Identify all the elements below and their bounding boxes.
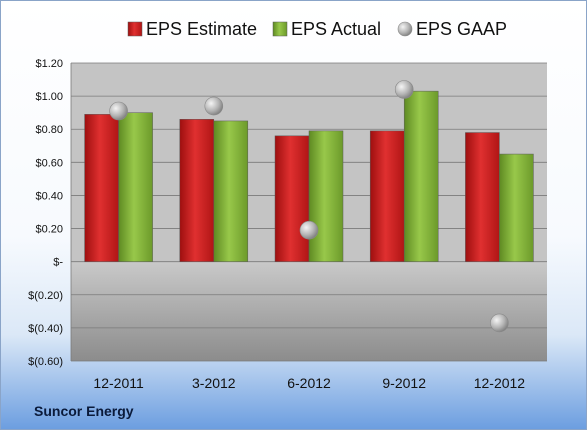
x-tick-label: 6-2012 xyxy=(287,375,331,391)
legend-label: EPS Actual xyxy=(291,19,381,39)
y-tick-label: $(0.40) xyxy=(28,323,63,335)
marker-eps-gaap xyxy=(109,101,128,121)
bar-eps-estimate xyxy=(179,119,215,262)
y-tick-label: $0.60 xyxy=(35,157,63,169)
plot-area-negative xyxy=(71,261,547,361)
marker-eps-gaap xyxy=(299,220,319,240)
bar-eps-estimate xyxy=(84,114,119,262)
y-tick-label: $0.80 xyxy=(35,124,63,136)
marker-eps-gaap xyxy=(490,313,509,333)
bar-eps-actual xyxy=(499,153,534,262)
legend-marker-icon xyxy=(397,21,413,37)
legend-swatch-icon xyxy=(127,21,143,37)
marker-eps-gaap xyxy=(204,96,224,116)
bar-eps-actual xyxy=(213,120,249,262)
x-tick-label: 12-2012 xyxy=(474,375,526,391)
y-tick-label: $(0.60) xyxy=(28,356,63,368)
marker-eps-gaap xyxy=(394,80,414,99)
y-tick-label: $0.20 xyxy=(35,224,63,236)
y-tick-label: $(0.20) xyxy=(28,290,63,302)
x-tick-label: 3-2012 xyxy=(192,375,236,391)
bar-eps-actual xyxy=(403,90,439,262)
bar-eps-actual xyxy=(308,130,344,262)
x-tick-label: 12-2011 xyxy=(93,375,144,391)
bar-eps-actual xyxy=(118,112,153,262)
bar-eps-estimate xyxy=(465,132,500,262)
y-tick-label: $1.20 xyxy=(35,58,63,70)
bar-eps-estimate xyxy=(369,130,405,262)
y-tick-label: $0.40 xyxy=(35,190,63,202)
legend-label: EPS Estimate xyxy=(146,19,257,39)
legend-label: EPS GAAP xyxy=(416,19,507,39)
legend-swatch-icon xyxy=(272,21,288,37)
y-tick-label: $- xyxy=(53,257,63,269)
x-tick-label: 9-2012 xyxy=(382,375,426,391)
y-tick-label: $1.00 xyxy=(35,91,63,103)
company-name: Suncor Energy xyxy=(34,403,134,419)
bar-eps-estimate xyxy=(274,135,310,262)
